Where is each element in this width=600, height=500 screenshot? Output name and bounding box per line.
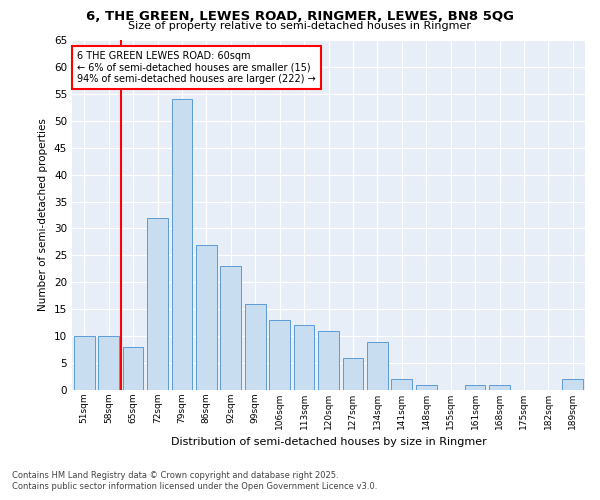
Text: 6 THE GREEN LEWES ROAD: 60sqm
← 6% of semi-detached houses are smaller (15)
94% : 6 THE GREEN LEWES ROAD: 60sqm ← 6% of se… (77, 50, 316, 84)
Bar (98, 336, 119, 390)
Bar (318, 331, 339, 390)
Bar (147, 218, 168, 390)
Bar (391, 379, 412, 390)
Bar (489, 384, 510, 390)
Bar (122, 347, 143, 390)
Bar (245, 304, 266, 390)
Text: 6, THE GREEN, LEWES ROAD, RINGMER, LEWES, BN8 5QG: 6, THE GREEN, LEWES ROAD, RINGMER, LEWES… (86, 10, 514, 23)
Bar (220, 266, 241, 390)
Bar (293, 326, 314, 390)
Bar (196, 244, 217, 390)
Bar (343, 358, 364, 390)
Bar (562, 379, 583, 390)
Y-axis label: Number of semi-detached properties: Number of semi-detached properties (38, 118, 49, 312)
Text: Contains public sector information licensed under the Open Government Licence v3: Contains public sector information licen… (12, 482, 377, 491)
Bar (367, 342, 388, 390)
Bar (416, 384, 437, 390)
Bar (269, 320, 290, 390)
Bar (74, 336, 95, 390)
Text: Size of property relative to semi-detached houses in Ringmer: Size of property relative to semi-detach… (128, 21, 472, 31)
Bar (172, 99, 193, 390)
Bar (464, 384, 485, 390)
Text: Contains HM Land Registry data © Crown copyright and database right 2025.: Contains HM Land Registry data © Crown c… (12, 470, 338, 480)
X-axis label: Distribution of semi-detached houses by size in Ringmer: Distribution of semi-detached houses by … (170, 438, 487, 448)
